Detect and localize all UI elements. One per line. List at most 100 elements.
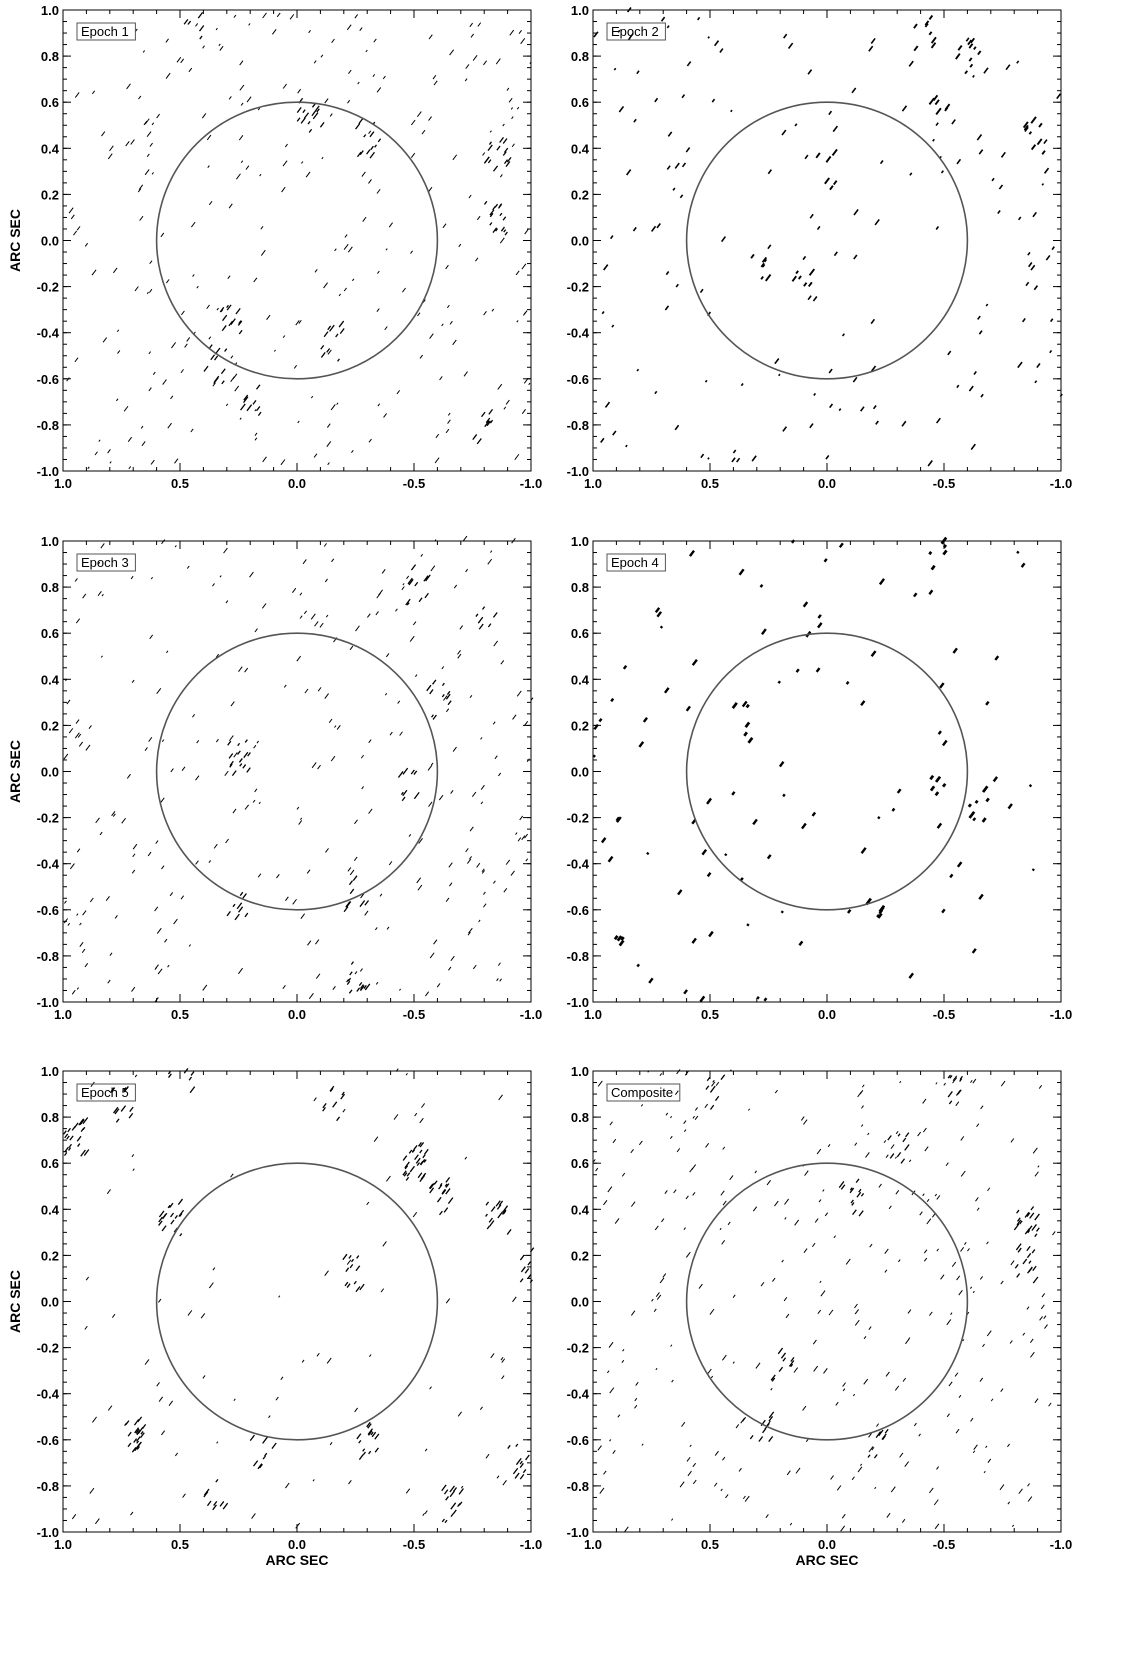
scatter-point bbox=[232, 373, 238, 380]
scatter-point bbox=[155, 840, 159, 844]
scatter-point bbox=[683, 989, 688, 995]
scatter-point bbox=[628, 32, 634, 39]
scatter-point bbox=[331, 558, 335, 563]
cluster-point bbox=[519, 1255, 525, 1261]
scatter-point bbox=[351, 278, 355, 282]
scatter-point bbox=[606, 1370, 610, 1374]
cluster-point bbox=[1031, 1224, 1037, 1231]
scatter-point bbox=[811, 1242, 816, 1248]
scatter-point bbox=[285, 896, 289, 901]
scatter-point bbox=[805, 1439, 809, 1443]
scatter-point bbox=[635, 1381, 639, 1386]
scatter-point bbox=[349, 645, 354, 651]
scatter-point bbox=[443, 695, 448, 701]
scatter-point bbox=[109, 145, 114, 152]
scatter-point bbox=[857, 1466, 863, 1473]
scatter-point bbox=[478, 919, 481, 923]
scatter-point bbox=[663, 687, 670, 694]
scatter-point bbox=[361, 171, 366, 177]
y-tick-label: 0.0 bbox=[41, 1295, 59, 1310]
scatter-point bbox=[95, 817, 100, 824]
scatter-point bbox=[410, 119, 416, 126]
scatter-point bbox=[530, 697, 534, 701]
cluster-point bbox=[129, 1106, 134, 1113]
cluster-point bbox=[934, 99, 940, 106]
cluster-point bbox=[432, 679, 437, 685]
cluster-point bbox=[1035, 1227, 1040, 1232]
scatter-point bbox=[445, 428, 450, 434]
scatter-point bbox=[500, 1356, 504, 1361]
scatter-point bbox=[386, 926, 390, 930]
scatter-point bbox=[165, 72, 171, 79]
scatter-point bbox=[167, 422, 172, 429]
cluster-point bbox=[219, 306, 225, 313]
scatter-point bbox=[763, 997, 768, 1002]
scatter-point bbox=[890, 1144, 895, 1149]
scatter-point bbox=[520, 38, 526, 45]
scatter-point bbox=[904, 1461, 910, 1467]
scatter-point bbox=[150, 576, 154, 580]
scatter-point bbox=[123, 405, 129, 412]
scatter-point bbox=[359, 27, 363, 31]
scatter-point bbox=[877, 816, 881, 820]
panel-label: Epoch 4 bbox=[606, 553, 666, 572]
scatter-point bbox=[450, 955, 455, 962]
scatter-point bbox=[497, 383, 503, 390]
scatter-point bbox=[692, 1462, 697, 1468]
cluster-point bbox=[934, 775, 942, 783]
scatter-point bbox=[171, 342, 176, 349]
cluster-point bbox=[900, 1158, 906, 1164]
scatter-point bbox=[147, 851, 152, 857]
cluster-point bbox=[620, 936, 625, 941]
scatter-point bbox=[481, 868, 485, 873]
scatter-point bbox=[708, 930, 714, 938]
cluster-point bbox=[417, 1172, 423, 1179]
scatter-point bbox=[917, 1131, 922, 1137]
cluster-point bbox=[803, 282, 808, 287]
scatter-point bbox=[631, 1310, 636, 1316]
scatter-point bbox=[257, 107, 261, 111]
cluster-point bbox=[439, 1182, 443, 1187]
scatter-point bbox=[131, 869, 136, 874]
cluster-point bbox=[485, 1213, 488, 1217]
scatter-point bbox=[254, 788, 258, 793]
scatter-point bbox=[181, 310, 185, 316]
cluster-point bbox=[519, 1460, 523, 1465]
scatter-point bbox=[772, 1277, 776, 1282]
scatter-point bbox=[969, 1286, 973, 1289]
cluster-point bbox=[1032, 1276, 1039, 1284]
scatter-point bbox=[501, 1375, 505, 1380]
cluster-point bbox=[487, 144, 493, 152]
scatter-point bbox=[186, 565, 190, 569]
y-tick-label: 1.0 bbox=[571, 534, 589, 549]
scatter-point bbox=[946, 1319, 952, 1326]
scatter-point bbox=[943, 1082, 946, 1086]
scatter-point bbox=[501, 1358, 506, 1363]
cluster-point bbox=[489, 222, 493, 226]
scatter-point bbox=[638, 1140, 643, 1146]
scatter-point bbox=[498, 772, 502, 777]
cluster-point bbox=[170, 1219, 175, 1225]
scatter-point bbox=[481, 870, 485, 874]
scatter-point bbox=[503, 406, 507, 410]
scatter-point bbox=[471, 791, 477, 797]
scatter-point bbox=[324, 693, 329, 699]
scatter-point bbox=[1034, 1398, 1039, 1404]
scatter-point bbox=[704, 1103, 709, 1109]
scatter-point bbox=[434, 539, 437, 542]
scatter-point bbox=[314, 621, 319, 627]
y-tick-label: 0.4 bbox=[571, 1202, 590, 1217]
cluster-point bbox=[849, 1187, 853, 1191]
scatter-point bbox=[511, 143, 515, 148]
scatter-point bbox=[230, 355, 234, 359]
cluster-point bbox=[1026, 1245, 1031, 1252]
scatter-point bbox=[399, 731, 403, 736]
scatter-point bbox=[756, 996, 760, 1000]
scatter-point bbox=[368, 179, 372, 184]
cluster-point bbox=[1013, 1223, 1020, 1231]
x-tick-label: 0.5 bbox=[701, 1007, 719, 1022]
scatter-point bbox=[854, 1319, 860, 1326]
scatter-point bbox=[666, 165, 671, 170]
scatter-point bbox=[348, 1479, 352, 1485]
scatter-point bbox=[165, 38, 169, 43]
